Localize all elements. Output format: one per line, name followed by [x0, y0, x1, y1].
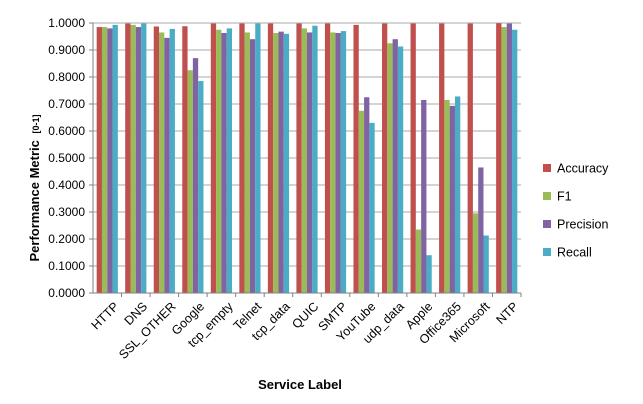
axes: [92, 23, 522, 297]
bar-recall-apple: [426, 255, 432, 293]
bar-f1-tcp_data: [273, 32, 279, 294]
y-axis-ticks: 0.0000 0.1000 0.2000 0.3000 0.4000 0.5000 0.60…: [48, 16, 93, 300]
bar-accuracy-microsoft: [467, 23, 473, 293]
bar-accuracy-tcp_empty: [210, 23, 217, 293]
x-axis-title: Service Label: [258, 377, 342, 392]
bar-accuracy-youtube: [353, 24, 359, 293]
y-tick-label: 1.0000: [48, 16, 85, 30]
bar-precision-google: [192, 58, 199, 293]
bar-precision-ntp: [506, 23, 513, 293]
bar-precision-office365: [449, 105, 455, 293]
legend-swatch-accuracy: [543, 164, 551, 172]
y-axis-title: Performance Metric [0-1]: [27, 114, 42, 261]
bar-f1-apple: [415, 229, 422, 293]
bar-f1-http: [101, 27, 108, 294]
bar-precision-udp_data: [392, 39, 398, 294]
bar-recall-microsoft: [483, 235, 489, 293]
y-tick-label: 0.5000: [48, 151, 85, 165]
x-tick-label: QUIC: [289, 299, 321, 331]
bar-precision-quic: [307, 32, 313, 293]
y-tick-label: 0.7000: [48, 97, 85, 111]
bars: [96, 23, 518, 294]
bar-accuracy-ssl_other: [153, 26, 160, 293]
bar-accuracy-apple: [410, 23, 416, 293]
y-tick-label: 0.2000: [48, 232, 85, 246]
bar-accuracy-http: [96, 27, 102, 294]
legend-swatch-f1: [543, 192, 551, 200]
legend-label-precision: Precision: [557, 218, 608, 232]
bar-f1-udp_data: [387, 43, 393, 293]
bar-f1-youtube: [358, 110, 365, 293]
bar-f1-quic: [301, 28, 307, 294]
bar-accuracy-tcp_data: [267, 23, 274, 293]
legend-swatch-precision: [543, 220, 551, 228]
bar-precision-ssl_other: [164, 37, 170, 293]
bar-recall-tcp_empty: [226, 28, 232, 294]
bar-precision-tcp_empty: [221, 32, 227, 294]
bar-accuracy-quic: [296, 23, 302, 293]
legend-label-accuracy: Accuracy: [557, 162, 609, 176]
y-axis-title-suffix: [0-1]: [31, 114, 41, 133]
bar-precision-youtube: [364, 97, 370, 293]
y-tick-label: 0.8000: [48, 70, 85, 84]
bar-precision-apple: [421, 99, 427, 293]
bar-accuracy-dns: [125, 23, 131, 293]
bar-f1-ssl_other: [159, 32, 165, 293]
y-tick-label: 0.6000: [48, 124, 85, 138]
bar-recall-telnet: [255, 23, 261, 293]
y-tick-label: 0.9000: [48, 43, 85, 57]
x-tick-label: NTP: [493, 299, 521, 327]
bar-accuracy-udp_data: [382, 23, 388, 293]
legend-label-f1: F1: [557, 190, 572, 204]
bar-accuracy-google: [182, 26, 188, 294]
bar-recall-office365: [454, 96, 461, 293]
bar-recall-udp_data: [397, 46, 404, 293]
bar-f1-office365: [444, 99, 450, 293]
bar-f1-dns: [130, 24, 136, 293]
y-tick-label: 0.1000: [48, 259, 85, 273]
bar-recall-youtube: [369, 122, 375, 294]
legend-label-recall: Recall: [557, 246, 592, 260]
bar-accuracy-smtp: [324, 23, 331, 293]
bar-precision-smtp: [335, 32, 341, 294]
bar-f1-microsoft: [472, 213, 479, 293]
bar-accuracy-office365: [439, 23, 445, 293]
bar-precision-tcp_data: [278, 31, 284, 293]
legend-swatch-recall: [543, 248, 551, 256]
x-axis-tick-labels: HTTP DNSSSL_OTHERGoogletcp_emptyTelnettcp…: [89, 299, 521, 362]
bar-recall-ntp: [512, 29, 518, 293]
bar-accuracy-ntp: [496, 23, 502, 294]
bar-recall-google: [198, 81, 204, 293]
bar-f1-telnet: [244, 32, 250, 293]
bar-recall-dns: [141, 23, 147, 293]
bar-f1-google: [187, 70, 193, 293]
bar-precision-microsoft: [478, 167, 484, 293]
bar-recall-ssl_other: [169, 28, 175, 293]
y-axis-title-main: Performance Metric: [27, 140, 42, 261]
bar-recall-quic: [312, 25, 318, 293]
legend: Accuracy F1 Precision Recall: [543, 162, 609, 260]
y-tick-label: 0.4000: [48, 178, 85, 192]
bar-recall-tcp_data: [283, 33, 290, 294]
bar-recall-smtp: [340, 31, 347, 293]
bar-f1-tcp_empty: [216, 29, 222, 293]
y-tick-label: 0.3000: [48, 205, 85, 219]
bar-f1-ntp: [501, 27, 507, 294]
bar-precision-dns: [135, 27, 142, 294]
bar-precision-http: [107, 28, 113, 294]
bar-accuracy-telnet: [239, 23, 245, 293]
bar-precision-telnet: [249, 39, 256, 294]
y-tick-label: 0.0000: [48, 286, 85, 300]
x-tick-label: HTTP: [89, 299, 122, 332]
bar-f1-smtp: [330, 32, 336, 293]
bar-recall-http: [112, 24, 118, 293]
